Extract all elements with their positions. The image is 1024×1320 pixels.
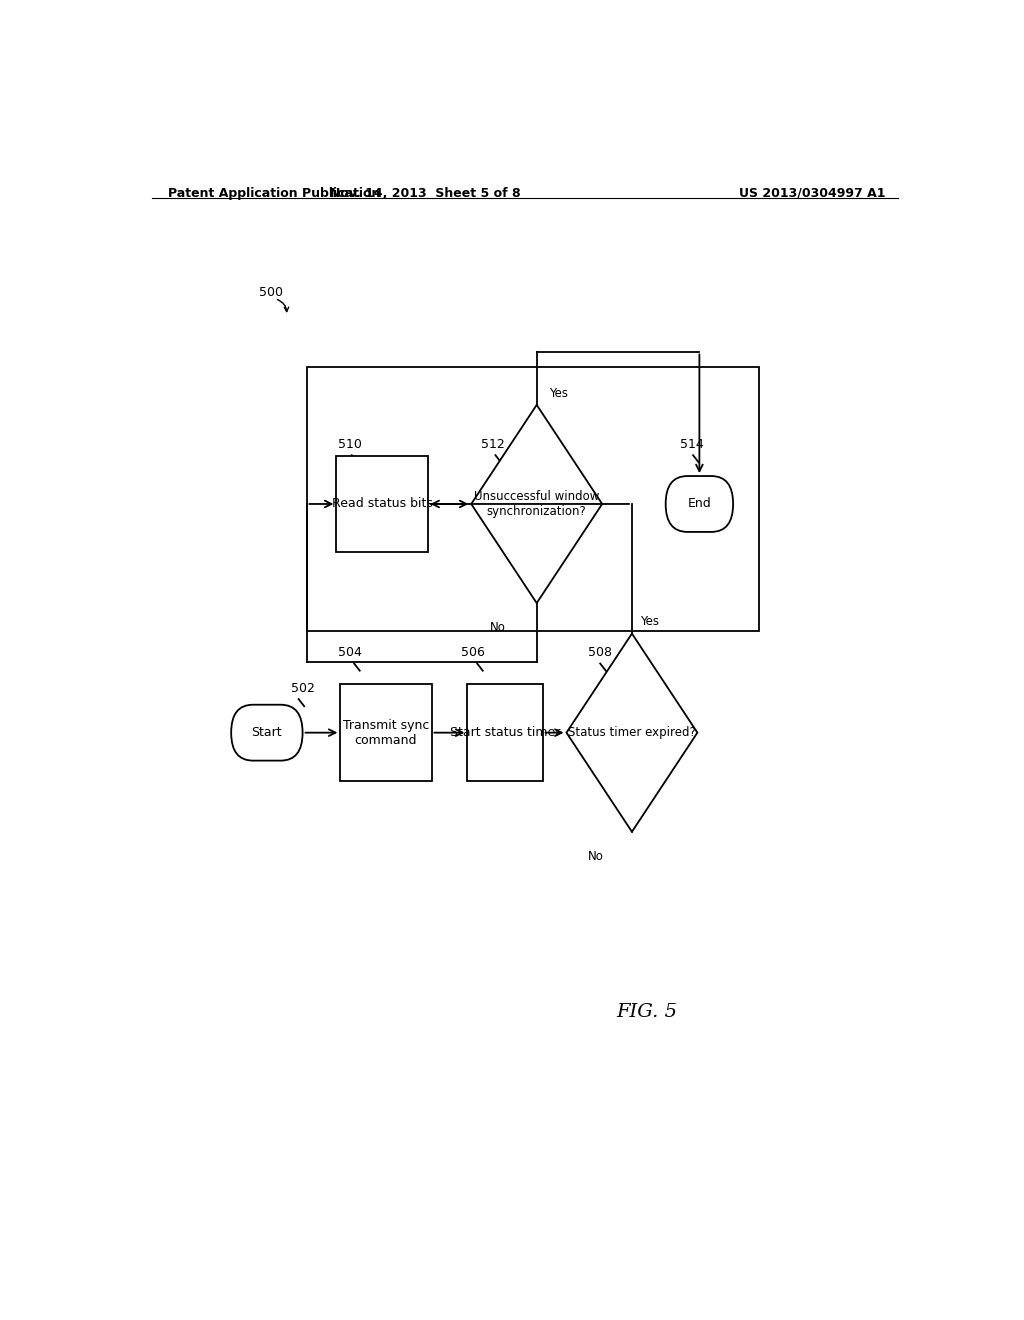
Text: End: End [687, 498, 712, 511]
FancyBboxPatch shape [666, 477, 733, 532]
Text: Nov. 14, 2013  Sheet 5 of 8: Nov. 14, 2013 Sheet 5 of 8 [331, 187, 521, 199]
Text: 502: 502 [291, 682, 314, 696]
Text: FIG. 5: FIG. 5 [616, 1003, 677, 1022]
Polygon shape [566, 634, 697, 832]
Text: 506: 506 [461, 647, 485, 660]
Text: Yes: Yes [549, 387, 567, 400]
Text: Unsuccessful window
synchronization?: Unsuccessful window synchronization? [474, 490, 599, 517]
FancyBboxPatch shape [231, 705, 303, 760]
Text: 508: 508 [588, 647, 612, 660]
Text: 504: 504 [338, 647, 362, 660]
FancyBboxPatch shape [467, 684, 543, 781]
Bar [306, 367, 759, 631]
FancyBboxPatch shape [336, 455, 428, 552]
Polygon shape [471, 405, 602, 603]
Text: 510: 510 [338, 438, 362, 451]
Text: 514: 514 [680, 438, 703, 451]
Text: 500: 500 [259, 285, 283, 298]
Text: 512: 512 [481, 438, 505, 451]
Text: Start status timer: Start status timer [450, 726, 560, 739]
Text: US 2013/0304997 A1: US 2013/0304997 A1 [739, 187, 886, 199]
Text: No: No [489, 622, 506, 635]
Text: Patent Application Publication: Patent Application Publication [168, 187, 380, 199]
Text: No: No [588, 850, 604, 863]
FancyBboxPatch shape [340, 684, 431, 781]
Text: Read status bits: Read status bits [332, 498, 432, 511]
Text: Status timer expired?: Status timer expired? [568, 726, 696, 739]
Text: Transmit sync
command: Transmit sync command [343, 718, 429, 747]
Text: Yes: Yes [640, 615, 658, 628]
Text: Start: Start [252, 726, 283, 739]
